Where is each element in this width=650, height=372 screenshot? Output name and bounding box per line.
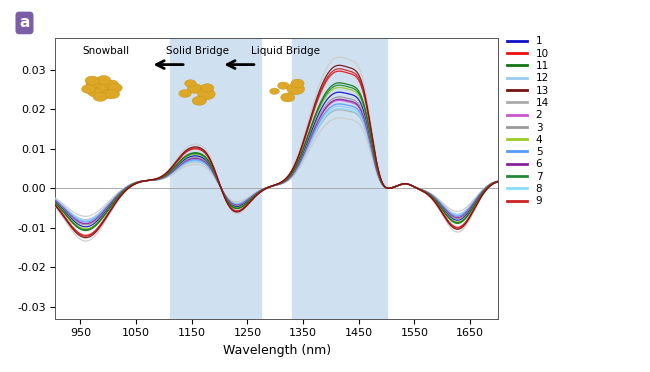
Ellipse shape	[85, 76, 99, 85]
Ellipse shape	[93, 92, 107, 102]
Ellipse shape	[270, 88, 280, 94]
Ellipse shape	[281, 93, 295, 102]
Ellipse shape	[88, 88, 102, 97]
Ellipse shape	[105, 90, 120, 99]
Text: Liquid Bridge: Liquid Bridge	[251, 46, 320, 56]
Text: a: a	[20, 16, 30, 31]
Bar	[292, 38, 387, 319]
Ellipse shape	[86, 80, 100, 89]
Ellipse shape	[97, 76, 110, 84]
Ellipse shape	[198, 89, 215, 100]
Ellipse shape	[201, 84, 214, 92]
Ellipse shape	[108, 83, 122, 92]
Text: Solid Bridge: Solid Bridge	[166, 46, 229, 56]
Ellipse shape	[185, 80, 196, 87]
Ellipse shape	[187, 84, 202, 93]
Ellipse shape	[287, 83, 305, 94]
Ellipse shape	[95, 84, 109, 93]
X-axis label: Wavelength (nm): Wavelength (nm)	[223, 344, 331, 357]
Ellipse shape	[81, 84, 96, 93]
Ellipse shape	[192, 96, 206, 105]
Ellipse shape	[105, 80, 119, 89]
Bar	[170, 38, 261, 319]
Legend: 1, 10, 11, 12, 13, 14, 2, 3, 4, 5, 6, 7, 8, 9: 1, 10, 11, 12, 13, 14, 2, 3, 4, 5, 6, 7,…	[502, 32, 553, 211]
Ellipse shape	[102, 90, 116, 99]
Ellipse shape	[179, 90, 191, 97]
Ellipse shape	[278, 82, 289, 89]
Ellipse shape	[291, 79, 304, 88]
Text: Snowball: Snowball	[83, 46, 130, 56]
